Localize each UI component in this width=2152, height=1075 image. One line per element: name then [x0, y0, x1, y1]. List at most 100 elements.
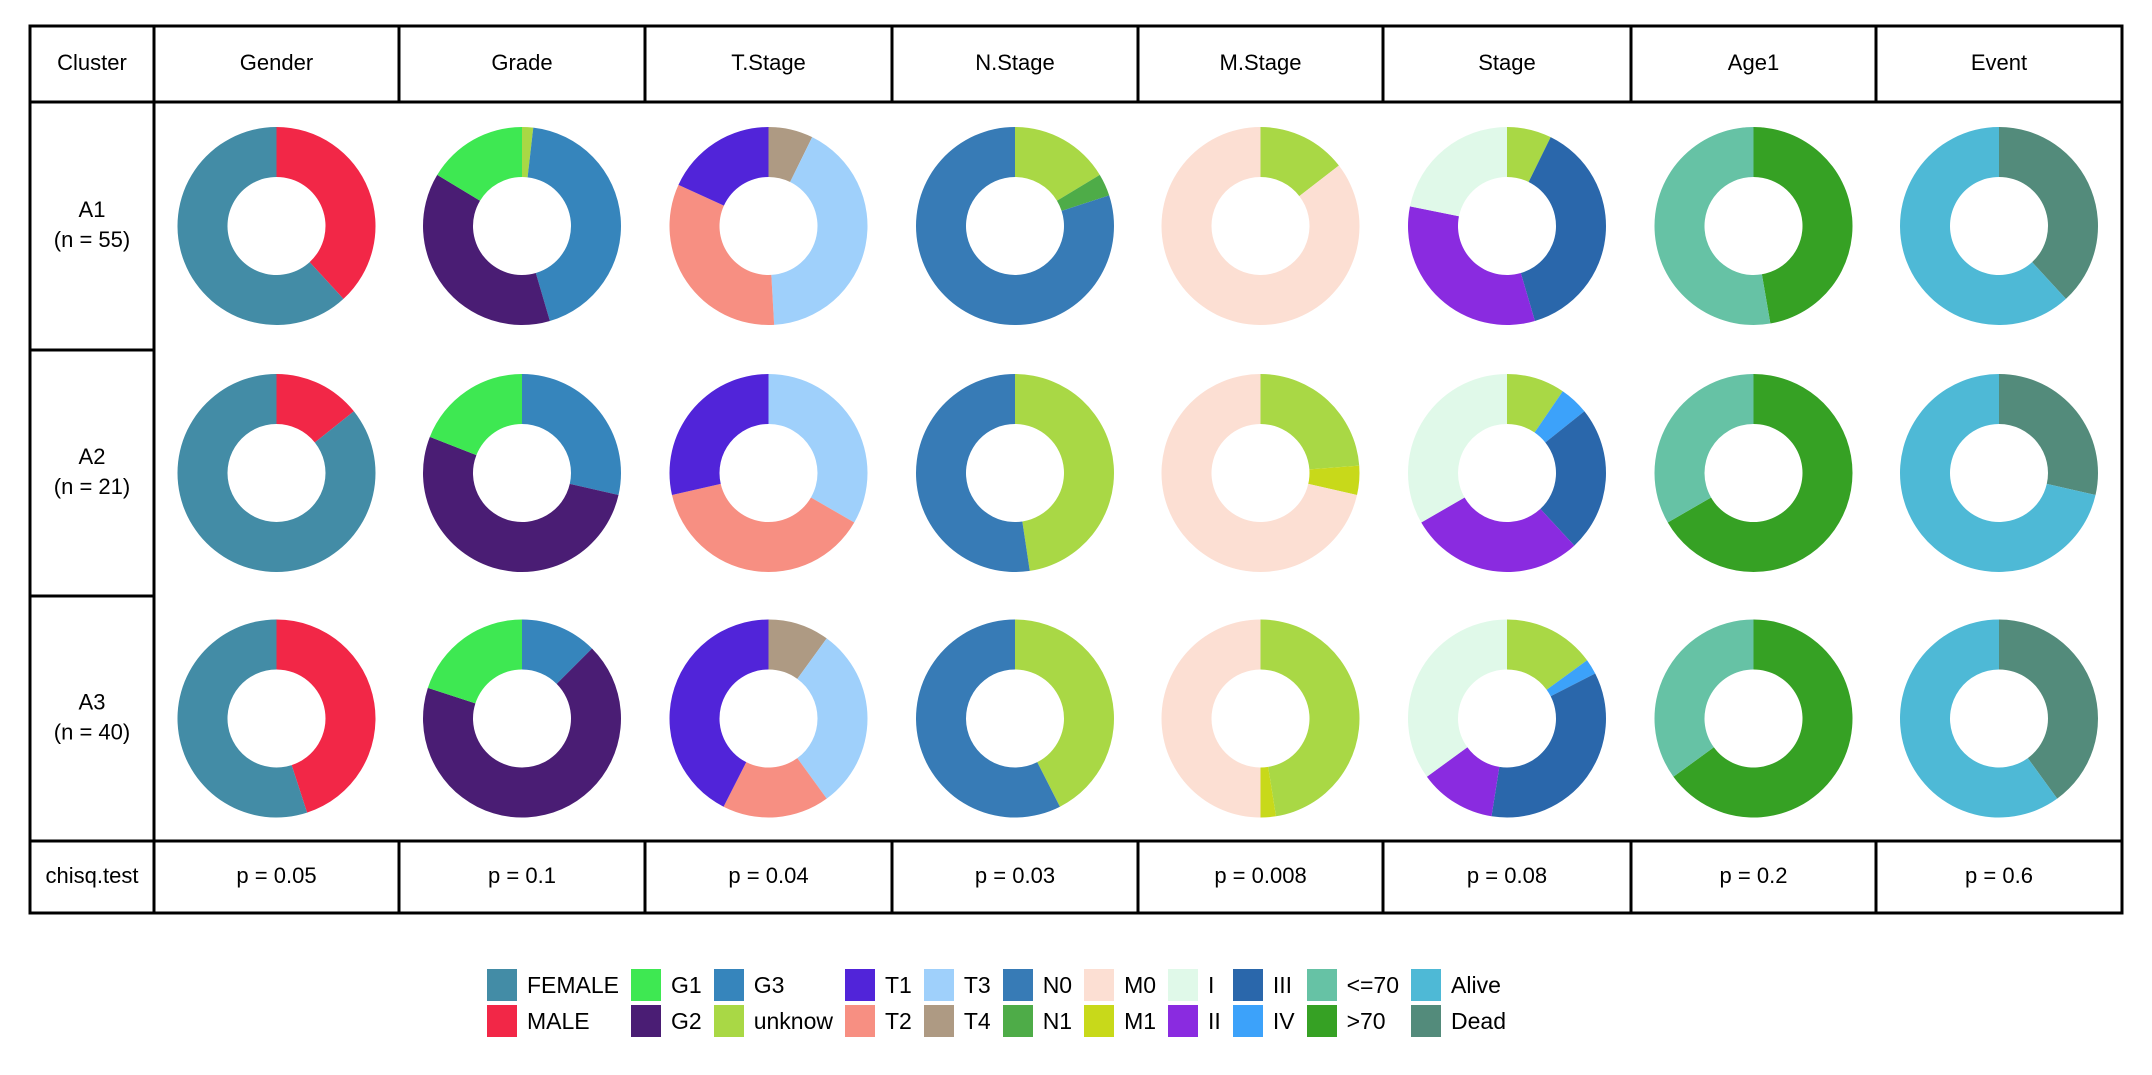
legend-item: G1 [631, 969, 702, 1001]
legend-swatch [923, 969, 954, 1001]
legend-item: G2 [631, 1005, 702, 1037]
donut-slice-grade-a2-G1 [429, 374, 522, 456]
test-label: chisq.test [46, 863, 139, 888]
donut-slice-grade-a1-unknow [522, 127, 534, 178]
legend-label: T1 [885, 971, 912, 998]
legend-swatch [1002, 969, 1033, 1001]
legend-label: I [1208, 971, 1215, 998]
donut-slice-stage-a3-unknow [1507, 619, 1588, 690]
legend-label: III [1272, 971, 1292, 998]
legend-item: N0 [1002, 969, 1073, 1001]
donut-slice-stage-a1-I [1409, 127, 1507, 217]
donut-slice-stage-a3-I [1408, 619, 1507, 777]
donut-slice-t-stage-a2-T1 [669, 374, 769, 496]
legend-item: M0 [1084, 969, 1156, 1001]
column-header-t-stage: T.Stage [731, 50, 806, 75]
legend-item: >70 [1306, 1005, 1399, 1037]
legend-swatch [1411, 969, 1442, 1001]
donut-slice-stage-a2-II [1421, 497, 1575, 573]
legend-label: II [1208, 1007, 1221, 1034]
legend-item: unknow [713, 1005, 833, 1037]
legend-item: II [1168, 1005, 1221, 1037]
legend-label: MALE [527, 1007, 590, 1034]
p-value: p = 0.2 [1720, 863, 1788, 888]
donut-slice-stage-a3-IV [1546, 660, 1596, 697]
legend-label: FEMALE [527, 971, 620, 998]
legend-label: G2 [671, 1007, 702, 1034]
donut-slice-gender-a2-FEMALE [177, 374, 376, 572]
donut-slice-stage-a1-unknow [1507, 127, 1551, 183]
legend-swatch [1084, 969, 1115, 1001]
legend-swatch [487, 969, 517, 1001]
donut-slice-gender-a2-MALE [276, 374, 354, 443]
legend-label: Dead [1451, 1007, 1506, 1034]
p-value: p = 0.03 [975, 863, 1055, 888]
column-header-n-stage: N.Stage [975, 50, 1055, 75]
donut-slice-age1-a2-70 [1654, 374, 1754, 523]
column-header-stage: Stage [1478, 50, 1536, 75]
p-value: p = 0.04 [728, 863, 808, 888]
legend-column: <=70 >70 [1306, 969, 1400, 1037]
legend-label: T2 [885, 1007, 912, 1034]
legend-item: G3 [713, 969, 833, 1001]
table-border [28, 24, 2124, 915]
legend-label: unknow [753, 1007, 833, 1034]
p-value: p = 0.008 [1214, 863, 1306, 888]
donut-slice-t-stage-a3-T2 [723, 758, 827, 818]
legend-swatch [1232, 1005, 1263, 1037]
legend-swatch [1084, 1005, 1115, 1037]
row-n-label: (n = 40) [54, 719, 130, 744]
legend-column: G3 unknow [713, 969, 833, 1037]
legend-swatch [1306, 969, 1337, 1001]
legend-label: <=70 [1346, 971, 1400, 998]
p-value: p = 0.08 [1467, 863, 1547, 888]
cluster-header: Cluster [57, 50, 127, 75]
legend-item: I [1168, 969, 1221, 1001]
donut-slice-m-stage-a2-M0 [1161, 374, 1358, 572]
legend-item: IV [1232, 1005, 1295, 1037]
donut-slice-t-stage-a1-T4 [768, 127, 813, 183]
legend-swatch [713, 969, 744, 1001]
donut-slice-age1-a2-70 [1667, 374, 1853, 572]
donut-slice-event-a2-Alive [1899, 374, 2096, 572]
legend-item: T4 [923, 1005, 991, 1037]
legend-label: T4 [963, 1007, 991, 1034]
donut-slice-n-stage-a1-N1 [1056, 174, 1110, 211]
legend-label: G3 [753, 971, 785, 998]
donut-slice-gender-a1-MALE [276, 127, 376, 299]
row-label: A1 [79, 197, 106, 222]
legend-item: Alive [1411, 969, 1506, 1001]
legend-swatch [923, 1005, 954, 1037]
donut-slice-m-stage-a3-M0 [1161, 619, 1261, 818]
legend-label: M0 [1124, 971, 1157, 998]
legend-label: N0 [1042, 971, 1073, 998]
legend-column: I II [1168, 969, 1221, 1037]
legend: FEMALE MALE G1 G2 G3 unknow T1 T2 T3 T4 N0 N1 M0 M1 I I… [487, 969, 1506, 1037]
donut-slice-m-stage-a2-M1 [1308, 465, 1360, 496]
legend-column: FEMALE MALE [487, 969, 619, 1037]
legend-item: T1 [845, 969, 912, 1001]
donut-slice-grade-a1-G1 [437, 127, 522, 201]
donut-slice-t-stage-a3-T4 [768, 619, 827, 679]
donut-slice-t-stage-a2-T3 [768, 374, 868, 523]
legend-swatch [845, 969, 875, 1001]
donut-slice-grade-a3-G2 [422, 648, 621, 818]
legend-swatch [1411, 1005, 1442, 1037]
legend-label: N1 [1042, 1007, 1073, 1034]
donut-slice-n-stage-a3-unknow [1015, 619, 1114, 807]
legend-swatch [845, 1005, 875, 1037]
donut-slice-stage-a2-I [1407, 374, 1507, 523]
legend-swatch [1168, 969, 1199, 1001]
donut-slice-stage-a1-III [1520, 137, 1606, 321]
legend-column: G1 G2 [631, 969, 702, 1037]
p-value: p = 0.1 [488, 863, 556, 888]
legend-swatch [631, 969, 662, 1001]
column-header-gender: Gender [240, 50, 313, 75]
donut-slice-m-stage-a2-unknow [1260, 374, 1360, 470]
p-value: p = 0.6 [1965, 863, 2033, 888]
legend-item: T2 [845, 1005, 912, 1037]
donut-slice-stage-a2-IV [1534, 391, 1585, 443]
donut-slice-m-stage-a1-M0 [1161, 127, 1360, 325]
donut-slice-m-stage-a1-unknow [1260, 127, 1339, 197]
